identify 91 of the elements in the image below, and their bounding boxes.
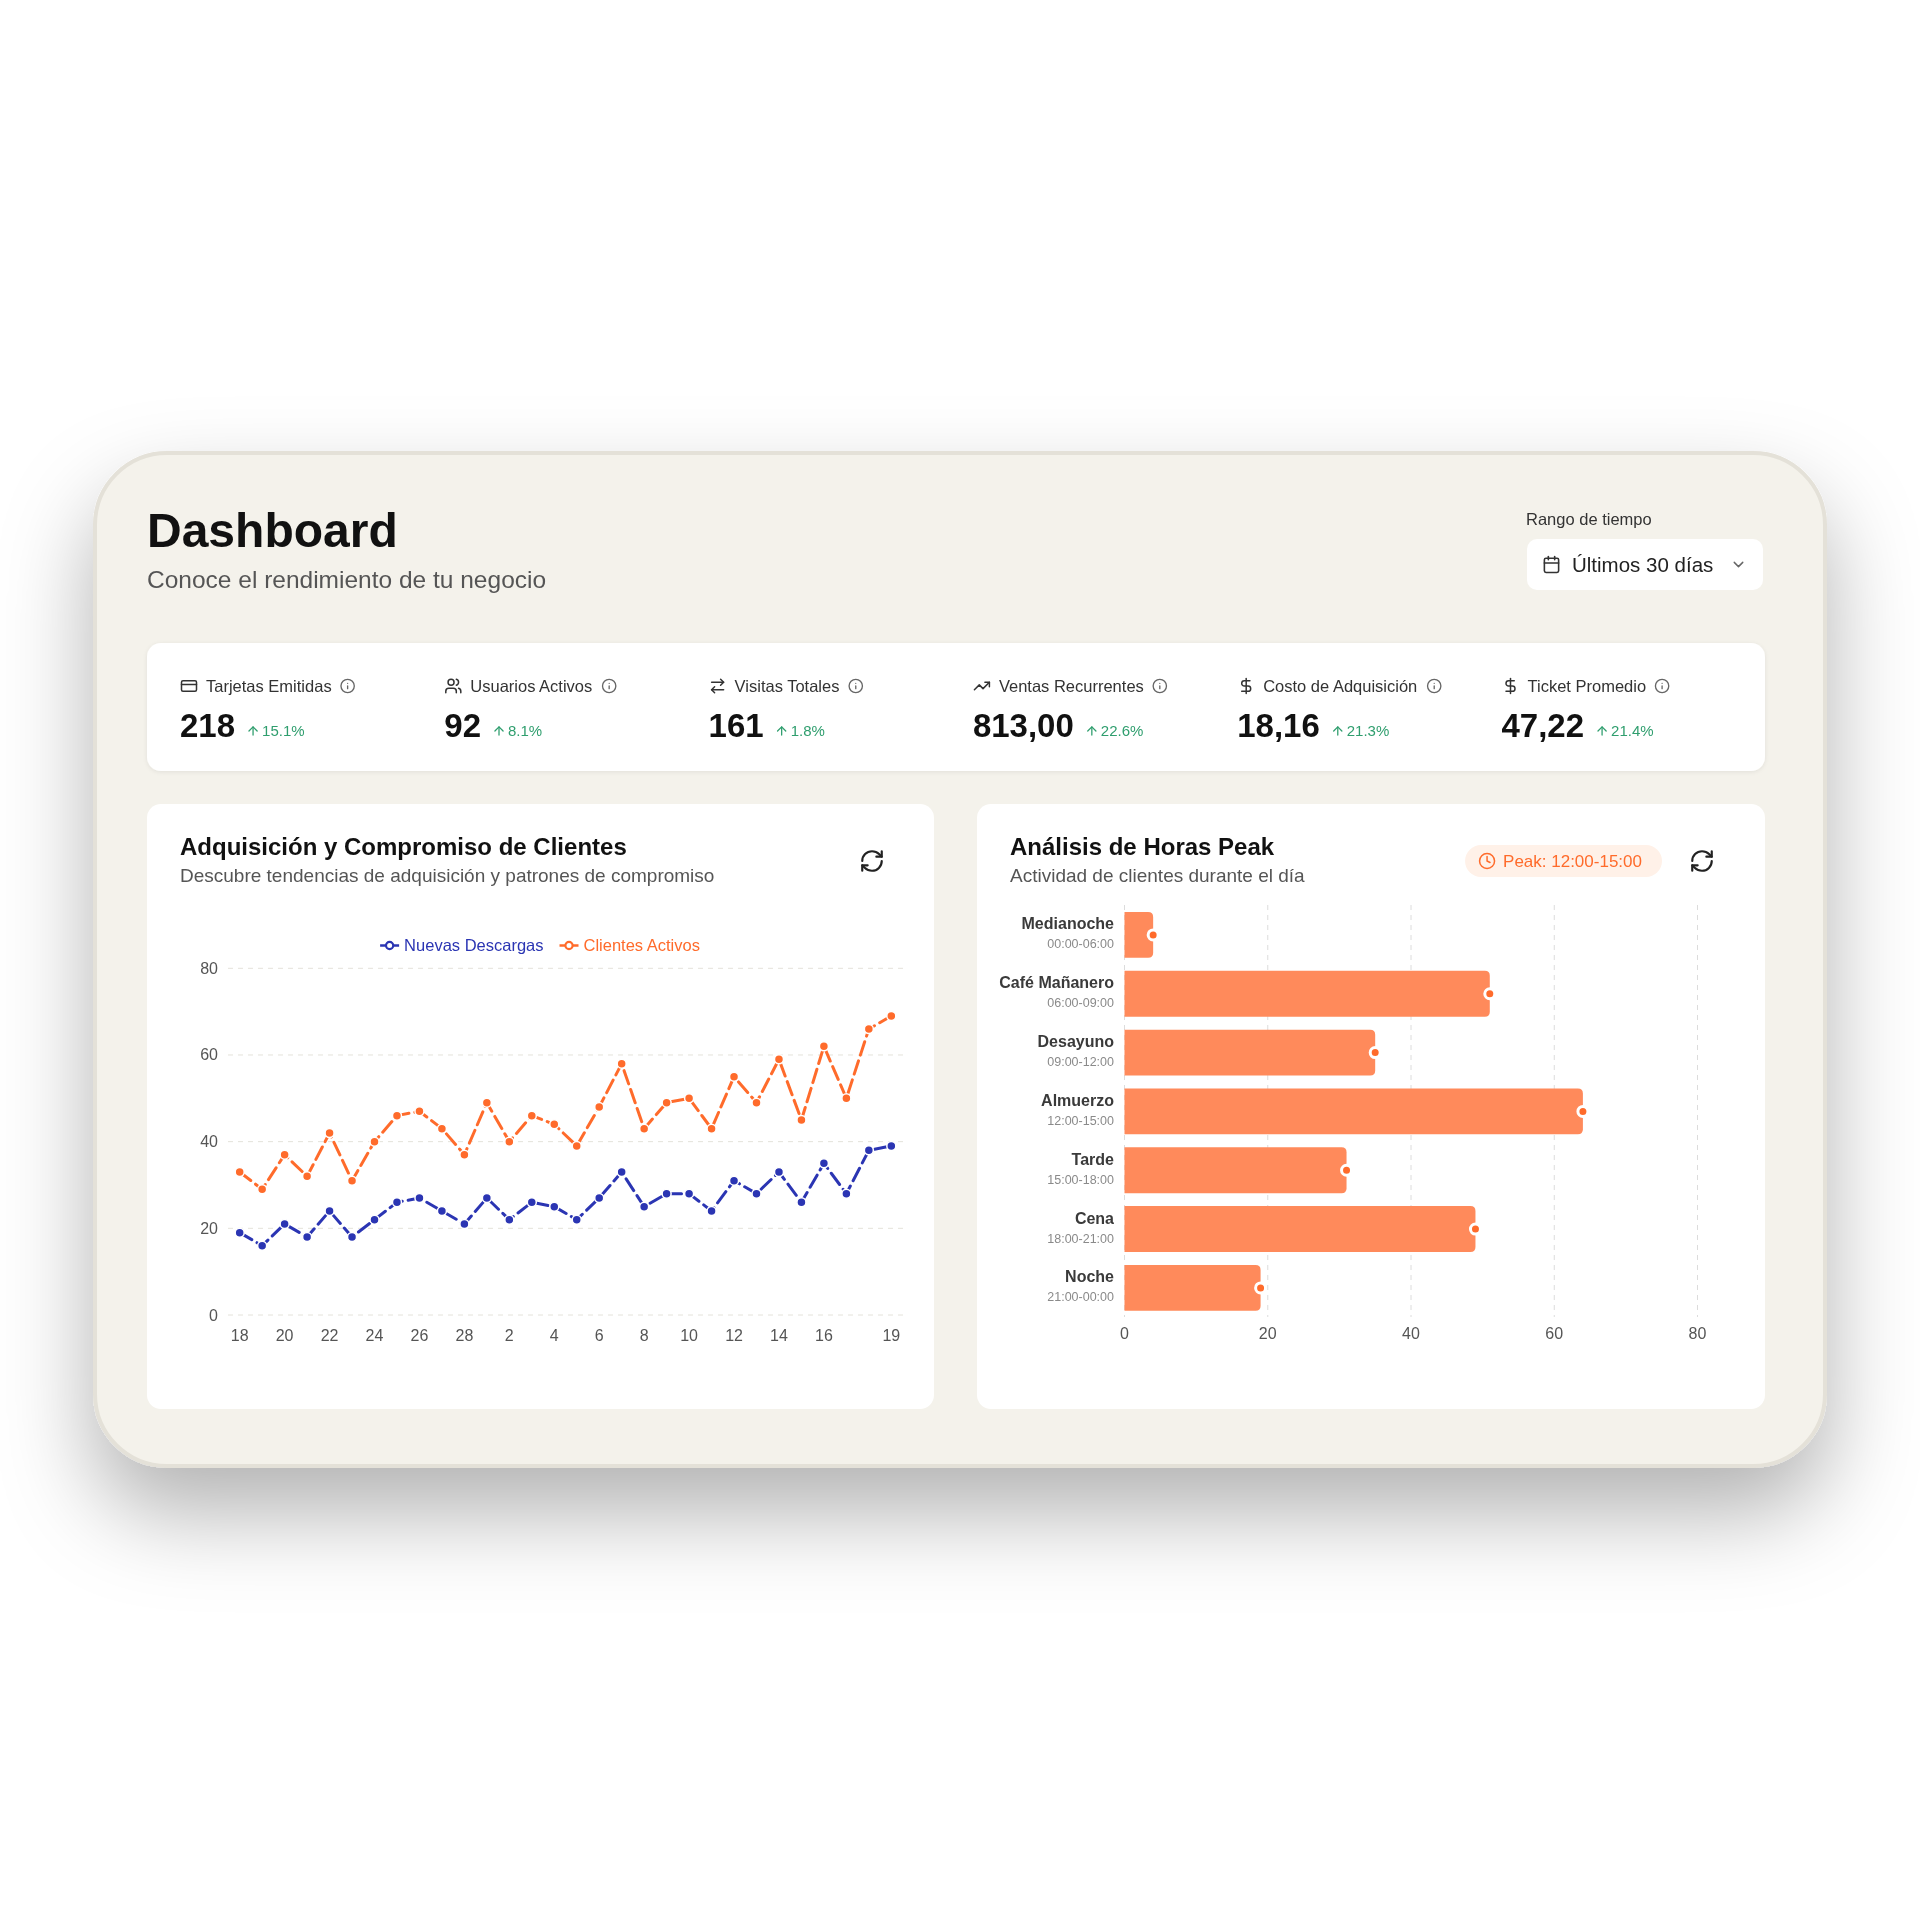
text: 22.6% xyxy=(1100,722,1144,739)
text: Tarjetas Emitidas xyxy=(206,677,332,695)
bar xyxy=(1124,911,1154,958)
text: Usuarios Activos xyxy=(470,677,593,695)
text: 8.1% xyxy=(508,722,543,739)
y-tick-label: Tarde 15:00-18:00 xyxy=(1047,1150,1115,1187)
x-tick-label: 24 xyxy=(365,1327,384,1344)
point xyxy=(324,1205,335,1217)
point xyxy=(751,1188,762,1199)
text: 18,16 xyxy=(1237,707,1320,744)
point xyxy=(369,1214,380,1225)
text: 21.3% xyxy=(1346,722,1390,739)
chart-subtitle: Descubre tendencias de adquisición y patrones de compromiso xyxy=(180,865,715,886)
x-tick-label: 10 xyxy=(680,1327,699,1344)
text: 813,00 xyxy=(972,707,1074,744)
x-tick-label: 22 xyxy=(320,1327,339,1344)
y-tick-label: Noche 21:00-00:00 xyxy=(1047,1268,1115,1305)
bar xyxy=(1124,970,1490,1017)
y-tick-label: Desayuno 09:00-12:00 xyxy=(1037,1033,1115,1070)
text: 1.8% xyxy=(790,722,825,739)
x-tick-label: 0 xyxy=(1120,1325,1130,1342)
point xyxy=(369,1136,380,1147)
x-tick-label: 12 xyxy=(725,1327,744,1344)
x-tick-label: 20 xyxy=(275,1327,294,1344)
chart-title: Análisis de Horas Peak xyxy=(1010,833,1275,860)
y-tick-label: 40 xyxy=(200,1133,219,1151)
x-tick-label: 6 xyxy=(594,1327,604,1344)
text: 15.1% xyxy=(262,722,305,739)
point xyxy=(751,1097,762,1108)
x-tick-label: 20 xyxy=(1258,1325,1277,1342)
x-tick-label: 40 xyxy=(1402,1325,1420,1342)
text: Conoce el rendimiento de tu negocio xyxy=(147,566,547,593)
text: 161 xyxy=(708,707,764,744)
x-tick-label: 8 xyxy=(639,1327,649,1344)
bar xyxy=(1124,1206,1476,1252)
point xyxy=(504,1136,515,1147)
text: Peak: 12:00-15:00 xyxy=(1503,852,1643,871)
x-tick-label: 80 xyxy=(1688,1325,1707,1342)
x-tick-label: 16 xyxy=(815,1327,833,1344)
point xyxy=(504,1214,515,1225)
legend-label: Nuevas Descargas xyxy=(404,936,544,954)
bar xyxy=(1124,1088,1583,1135)
x-tick-label: 28 xyxy=(455,1327,474,1344)
text: Ticket Promedio xyxy=(1527,677,1647,695)
y-tick-label: Medianoche 00:00-06:00 xyxy=(1021,915,1115,952)
x-tick-label: 4 xyxy=(549,1327,559,1344)
point xyxy=(459,1218,470,1230)
chart-title: Adquisición y Compromiso de Clientes xyxy=(180,833,627,860)
x-tick-label: 14 xyxy=(770,1327,788,1344)
point xyxy=(481,1192,493,1204)
text: Costo de Adquisición xyxy=(1263,677,1418,695)
bar xyxy=(1124,1264,1261,1311)
point xyxy=(391,1197,403,1208)
y-tick-label: Cena 18:00-21:00 xyxy=(1047,1209,1115,1246)
x-tick-label: 19 xyxy=(882,1327,901,1344)
y-tick-label: 0 xyxy=(209,1306,219,1324)
point xyxy=(526,1197,538,1208)
legend-label: Clientes Activos xyxy=(583,936,700,954)
y-tick-label: 80 xyxy=(200,959,219,977)
point xyxy=(683,1093,695,1104)
point xyxy=(459,1149,470,1160)
point xyxy=(571,1214,582,1225)
bar xyxy=(1124,1147,1347,1194)
y-tick-label: 20 xyxy=(200,1219,219,1237)
x-tick-label: 60 xyxy=(1545,1325,1564,1342)
x-tick-label: 18 xyxy=(230,1327,249,1344)
text: Visitas Totales xyxy=(734,677,840,695)
point xyxy=(593,1192,605,1204)
point xyxy=(256,1240,268,1251)
bar xyxy=(1124,1029,1376,1076)
text: 92 xyxy=(444,707,482,744)
text: Ventas Recurrentes xyxy=(998,677,1144,695)
text: 21.4% xyxy=(1611,722,1654,739)
point xyxy=(841,1188,852,1199)
x-tick-label: 2 xyxy=(504,1327,514,1344)
y-tick-label: Café Mañanero 06:00-09:00 xyxy=(999,974,1115,1011)
y-tick-label: Almuerzo 12:00-15:00 xyxy=(1041,1091,1115,1128)
text: Rango de tiempo xyxy=(1526,510,1652,528)
point xyxy=(324,1127,335,1139)
point xyxy=(414,1106,425,1117)
text: Últimos 30 días xyxy=(1572,553,1714,576)
point xyxy=(549,1119,560,1130)
x-tick-label: 26 xyxy=(410,1327,429,1344)
point xyxy=(279,1218,290,1230)
y-tick-label: 60 xyxy=(200,1046,219,1064)
point xyxy=(616,1166,627,1178)
point xyxy=(706,1123,717,1134)
text: Dashboard xyxy=(147,504,398,557)
text: 47,22 xyxy=(1501,707,1585,744)
text: 218 xyxy=(180,707,236,744)
chart-subtitle: Actividad de clientes durante el día xyxy=(1010,865,1306,886)
